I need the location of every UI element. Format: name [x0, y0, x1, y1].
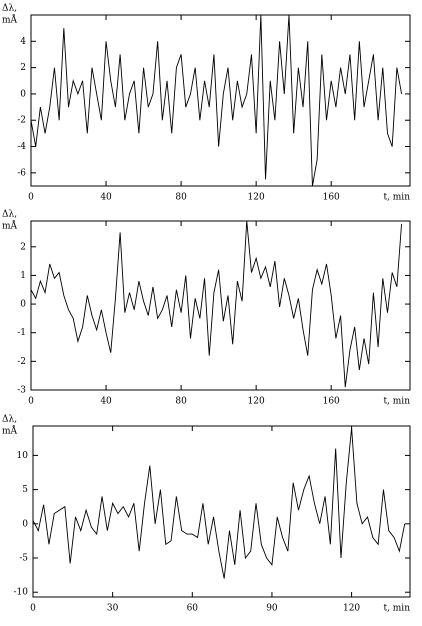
y-axis-label: Δλ, [2, 415, 17, 425]
data-line [33, 428, 406, 579]
y-axis-label: Δλ, [2, 210, 17, 220]
x-tick-label: 60 [187, 604, 199, 614]
y-tick-label: -1 [17, 328, 26, 338]
y-tick-label: 5 [22, 485, 28, 495]
x-axis-label: t, min [383, 397, 410, 407]
y-tick-label: 10 [17, 451, 29, 461]
y-tick-label: -2 [17, 116, 26, 126]
data-line [31, 221, 403, 388]
y-axis-label: mÅ [2, 425, 18, 437]
y-tick-label: 2 [20, 242, 26, 252]
x-tick-label: 0 [28, 397, 34, 407]
x-tick-label: 80 [175, 397, 187, 407]
x-tick-label: 120 [343, 604, 360, 614]
x-tick-label: 40 [100, 397, 112, 407]
x-tick-label: 30 [107, 604, 119, 614]
x-tick-label: 120 [248, 397, 265, 407]
y-tick-label: 0 [22, 519, 28, 529]
x-axis-label: t, min [383, 193, 410, 203]
plot-frame [30, 14, 411, 187]
y-tick-label: -5 [19, 554, 28, 564]
x-axis-label: t, min [383, 604, 410, 614]
x-tick-label: 160 [323, 193, 340, 203]
x-tick-label: 40 [100, 193, 112, 203]
y-axis-label: mÅ [2, 220, 18, 232]
x-tick-label: 80 [175, 193, 187, 203]
y-tick-label: 2 [20, 63, 26, 73]
y-tick-label: -6 [17, 168, 26, 178]
y-tick-label: -2 [17, 357, 26, 367]
y-axis-label: mÅ [2, 14, 18, 26]
x-tick-label: 90 [266, 604, 278, 614]
x-tick-label: 0 [30, 604, 36, 614]
x-tick-label: 160 [323, 397, 340, 407]
y-tick-label: 0 [20, 300, 26, 310]
y-tick-label: -4 [17, 142, 26, 152]
plot-frame [32, 425, 411, 598]
plot-frame [30, 220, 411, 391]
y-tick-label: 1 [20, 271, 26, 281]
y-tick-label: 4 [20, 37, 26, 47]
data-line [31, 15, 403, 186]
y-tick-label: -10 [14, 588, 29, 598]
y-axis-label: Δλ, [2, 4, 17, 14]
y-tick-label: -3 [17, 386, 26, 396]
x-tick-label: 0 [28, 193, 34, 203]
y-tick-label: 0 [20, 89, 26, 99]
x-tick-label: 120 [248, 193, 265, 203]
